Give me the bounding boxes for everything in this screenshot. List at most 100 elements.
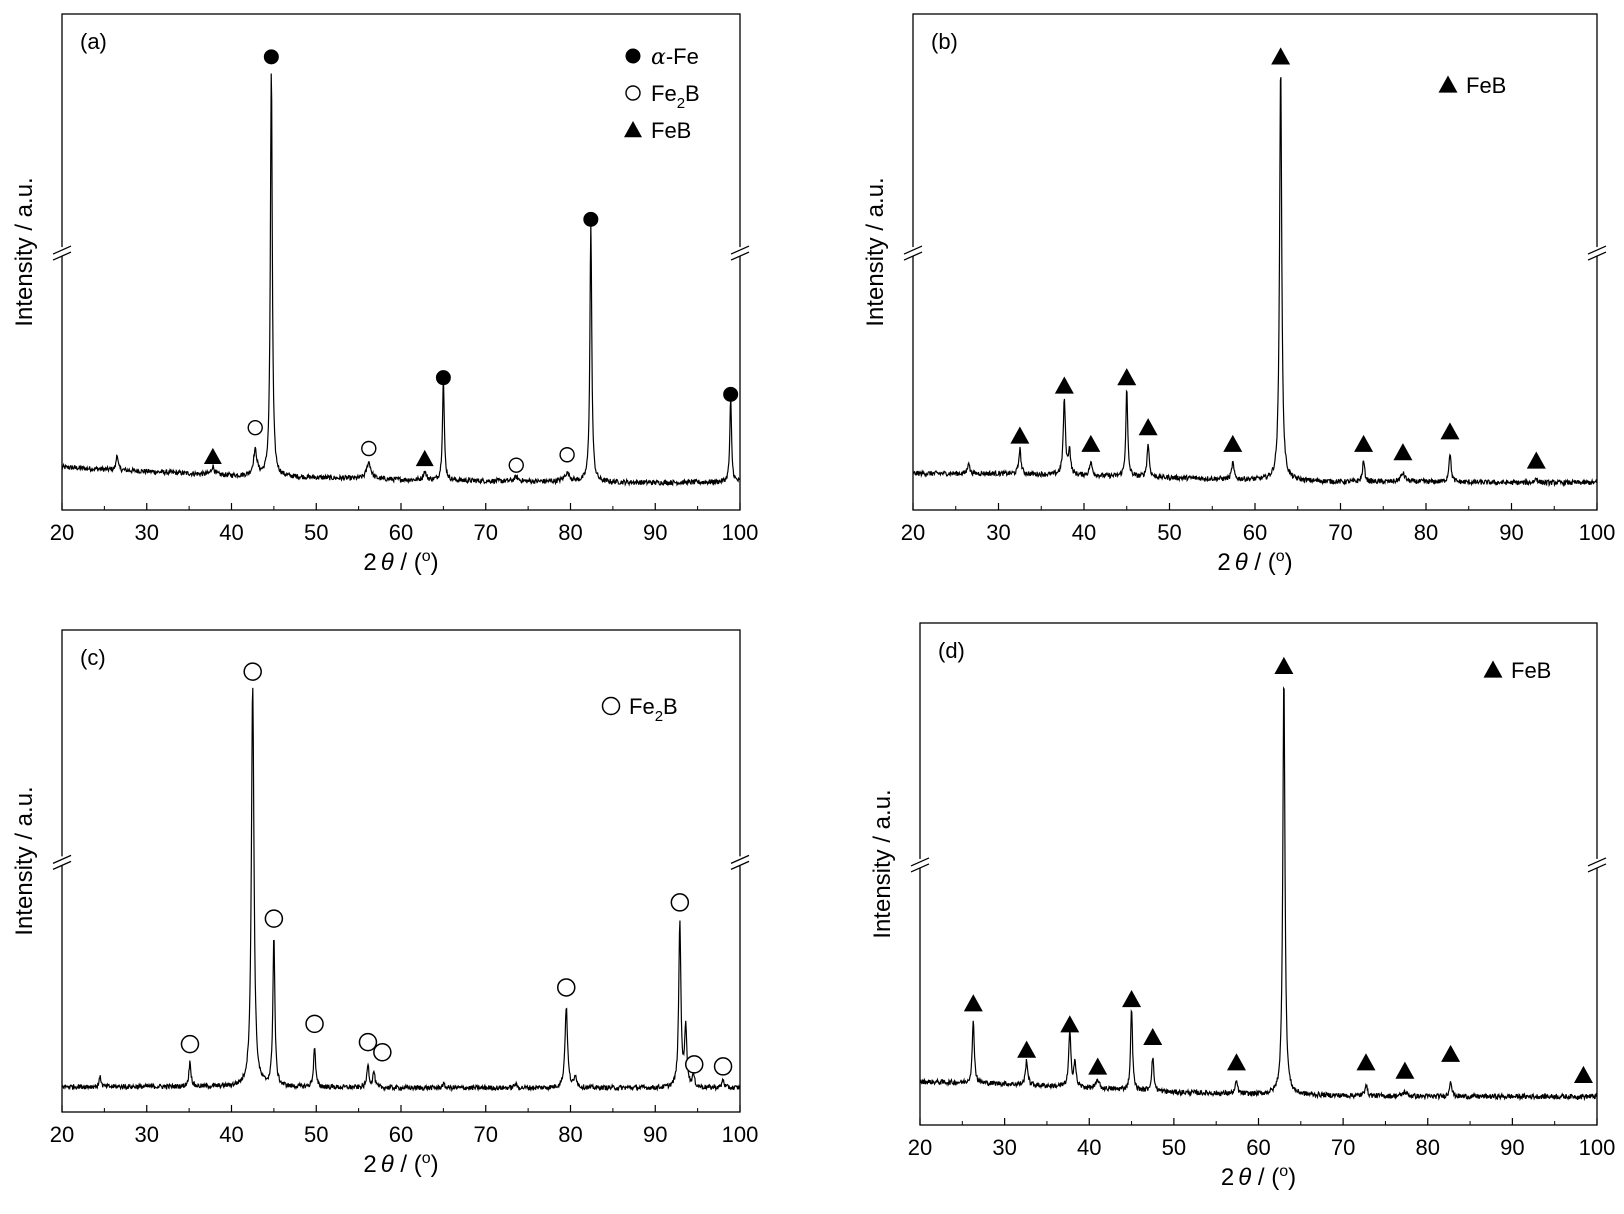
diffraction-pattern-line — [912, 77, 1598, 488]
x-axis-label-suffix: / ( — [394, 1151, 422, 1178]
axis-break-gap — [905, 247, 921, 257]
x-tick-label: 40 — [1072, 520, 1096, 545]
x-tick-label: 60 — [1243, 520, 1267, 545]
filled-circle-peak-marker — [723, 386, 739, 402]
axis-break-mark — [52, 251, 72, 261]
x-axis-label-suffix: / ( — [1248, 549, 1276, 576]
legend-label-text: -Fe — [666, 44, 699, 69]
plot-frame — [919, 622, 1598, 1126]
panel-label: (b) — [931, 29, 958, 54]
axis-break-gap — [732, 247, 748, 257]
filled-triangle-peak-marker — [1143, 1027, 1163, 1046]
x-tick-label: 90 — [643, 1122, 667, 1147]
legend-label-sub: 2 — [677, 95, 685, 112]
legend-label: FeB — [651, 118, 691, 143]
open-circle-legend-icon — [625, 85, 641, 101]
x-tick-label: 40 — [219, 1122, 243, 1147]
open-circle-peak-marker — [684, 1055, 704, 1074]
x-axis-label-unit: o — [1276, 548, 1285, 565]
x-tick-label: 80 — [1416, 1135, 1440, 1160]
filled-triangle-peak-marker — [1122, 990, 1142, 1008]
open-circle-peak-marker — [559, 447, 575, 463]
x-tick-label: 50 — [304, 520, 328, 545]
open-circle-peak-marker — [358, 1032, 378, 1052]
axis-break-gap — [732, 856, 748, 866]
filled-triangle-peak-marker — [1088, 1057, 1108, 1075]
legend-label: α-Fe — [651, 44, 699, 70]
x-axis-label-close: ) — [1285, 549, 1293, 576]
filled-triangle-peak-marker — [1271, 47, 1291, 65]
x-tick-label: 20 — [50, 520, 74, 545]
panel-label: (c) — [80, 645, 106, 670]
x-tick-label: 70 — [1328, 520, 1352, 545]
x-axis-label-suffix: / ( — [1251, 1164, 1279, 1191]
open-circle-peak-marker — [247, 419, 263, 436]
x-tick-label: 100 — [1579, 520, 1616, 545]
axis-break-gap — [54, 856, 70, 866]
diffraction-pattern-line — [919, 686, 1598, 1102]
open-circle-peak-marker — [713, 1057, 733, 1076]
x-tick-label: 100 — [722, 1122, 759, 1147]
x-tick-label: 30 — [992, 1135, 1016, 1160]
open-circle-peak-marker — [373, 1042, 392, 1062]
axis-break-mark — [1587, 245, 1607, 255]
filled-triangle-peak-marker — [1017, 1040, 1037, 1058]
legend-entry: α-Fe — [625, 44, 699, 70]
legend-label: FeB — [1466, 73, 1506, 98]
x-tick-label: 30 — [135, 520, 159, 545]
legend-label-text: FeB — [1466, 73, 1506, 98]
x-axis-label-unit: o — [422, 548, 431, 565]
y-axis-label: Intensity / a.u. — [11, 177, 38, 326]
legend-label-text: Fe — [651, 81, 677, 106]
x-tick-label: 20 — [908, 1135, 932, 1160]
filled-circle-legend-icon — [625, 48, 641, 64]
legend-label: Fe2B — [651, 81, 700, 112]
legend-entry: Fe2B — [601, 694, 678, 725]
legend-label-after: B — [663, 694, 678, 719]
legend-label: Fe2B — [629, 694, 678, 725]
filled-triangle-peak-marker — [1060, 1015, 1080, 1033]
x-tick-label: 50 — [1157, 520, 1181, 545]
axis-break-mark — [903, 245, 923, 255]
legend-label: FeB — [1511, 658, 1551, 683]
filled-triangle-peak-marker — [415, 449, 434, 467]
x-axis-label-unit: o — [1279, 1163, 1288, 1180]
x-axis-label-close: ) — [1288, 1164, 1296, 1191]
x-axis-label-prefix: 2 — [363, 549, 376, 576]
panel-label: (a) — [80, 29, 107, 54]
filled-triangle-peak-marker — [1117, 368, 1137, 386]
axis-break-mark — [1587, 857, 1607, 867]
open-circle-peak-marker — [264, 909, 284, 928]
x-tick-label: 90 — [643, 520, 667, 545]
panel-b: 20 30 40 50 60 70 80 90 100 2 θ / (o) Intensity / a… — [862, 13, 1616, 576]
filled-triangle-peak-marker — [1226, 1053, 1246, 1071]
open-circle-peak-marker — [361, 440, 377, 457]
open-circle-peak-marker — [670, 893, 690, 912]
x-tick-label: 100 — [1579, 1135, 1616, 1160]
x-axis-label-close: ) — [431, 1151, 439, 1178]
axis-break-mark — [910, 863, 930, 873]
open-circle-peak-marker — [305, 1014, 324, 1034]
x-tick-label: 70 — [474, 1122, 498, 1147]
axis-break-mark — [730, 245, 750, 255]
x-tick-label: 40 — [219, 520, 243, 545]
x-axis-label-prefix: 2 — [1221, 1164, 1234, 1191]
filled-triangle-legend-icon — [1438, 75, 1458, 93]
axis-break-mark — [730, 251, 750, 261]
x-tick-label: 30 — [986, 520, 1010, 545]
x-tick-label: 20 — [50, 1122, 74, 1147]
legend-label-text: Fe — [629, 694, 655, 719]
filled-triangle-peak-marker — [1573, 1065, 1593, 1084]
legend-label-prefix: α — [651, 45, 666, 70]
axis-break-mark — [52, 854, 72, 864]
x-axis-label-suffix: / ( — [394, 549, 422, 576]
filled-triangle-peak-marker — [1223, 434, 1243, 452]
legend-entry: FeB — [1483, 658, 1551, 683]
filled-triangle-peak-marker — [1354, 434, 1374, 452]
x-tick-label: 100 — [722, 520, 759, 545]
diffraction-pattern-line — [61, 73, 741, 487]
axis-break-mark — [1587, 863, 1607, 873]
